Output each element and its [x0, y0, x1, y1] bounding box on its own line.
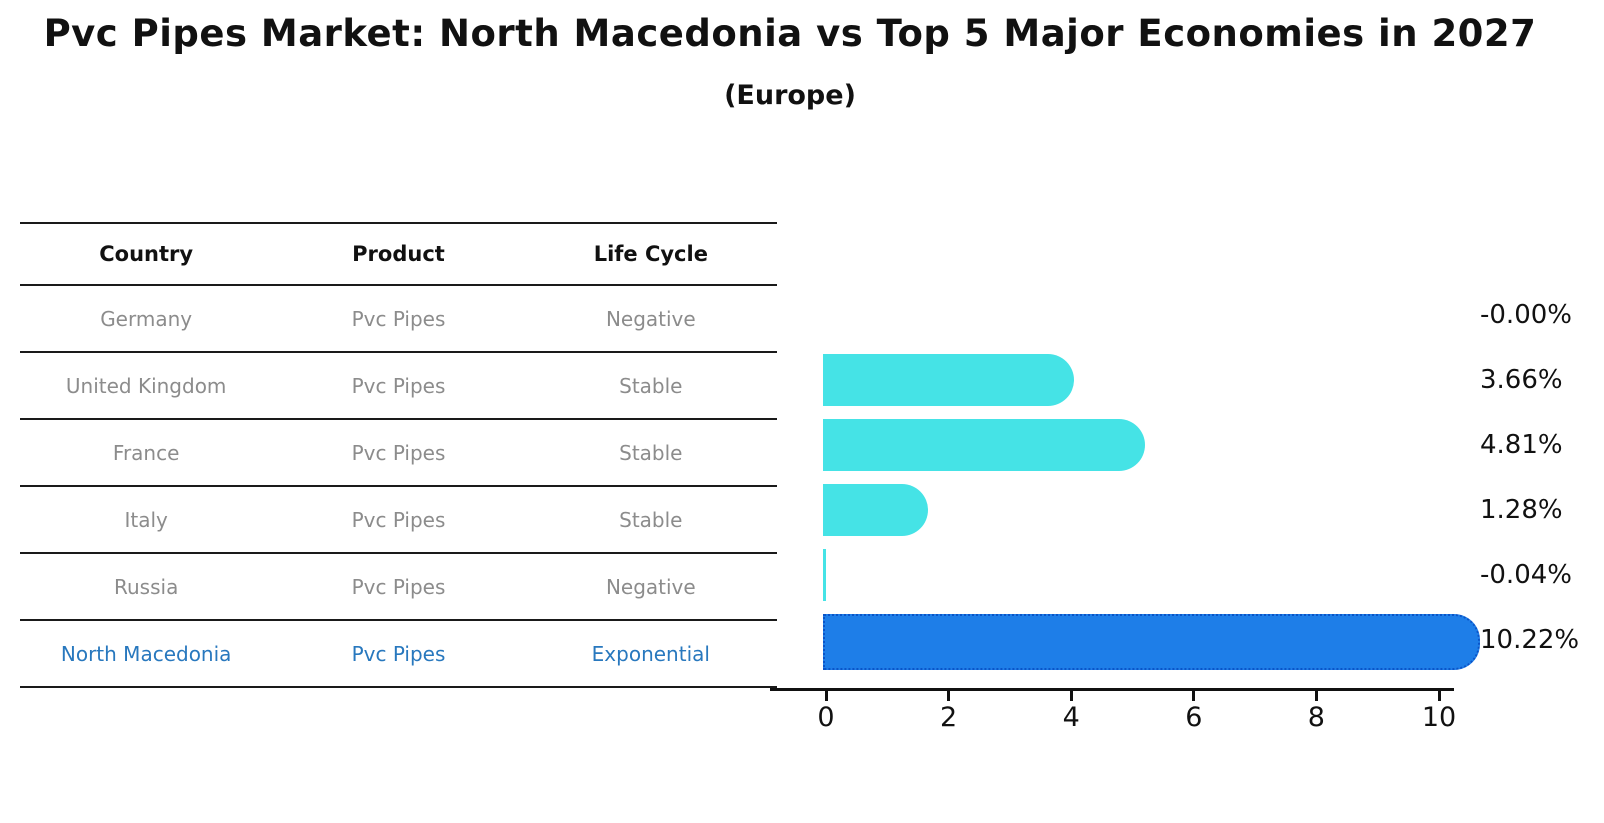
cell-product: Pvc Pipes	[351, 641, 446, 666]
column-header-life-cycle: Life Cycle	[593, 242, 708, 266]
x-axis-tick-label: 0	[817, 702, 835, 733]
column-header-product: Product	[352, 242, 445, 266]
cell-life-cycle: Stable	[619, 440, 683, 465]
comparison-table: Country Product Life Cycle Germany Pvc P…	[20, 222, 777, 688]
bar-north-macedonia	[823, 613, 1481, 670]
x-axis-tick	[1437, 691, 1441, 701]
cell-product: Pvc Pipes	[351, 440, 446, 465]
x-axis-tick-label: 4	[1062, 702, 1080, 733]
cell-country: North Macedonia	[60, 641, 232, 666]
cell-life-cycle: Negative	[605, 574, 696, 599]
x-axis-tick	[947, 691, 951, 701]
cell-country: Germany	[100, 306, 193, 331]
table-row-germany: Germany Pvc Pipes Negative	[20, 284, 777, 351]
chart-subtitle: (Europe)	[724, 80, 856, 111]
cell-country: Italy	[124, 507, 168, 532]
table-row-north-macedonia: North Macedonia Pvc Pipes Exponential	[20, 619, 777, 688]
bar-value-label-united-kingdom: 3.66%	[1480, 364, 1563, 395]
x-axis-tick	[824, 691, 828, 701]
bar-value-label-france: 4.81%	[1480, 429, 1563, 460]
cell-country: Russia	[114, 574, 179, 599]
x-axis-tick	[1314, 691, 1318, 701]
bar-value-label-italy: 1.28%	[1480, 494, 1563, 525]
cell-product: Pvc Pipes	[351, 574, 446, 599]
bar-russia	[823, 548, 826, 601]
table-row-russia: Russia Pvc Pipes Negative	[20, 552, 777, 619]
cell-product: Pvc Pipes	[351, 306, 446, 331]
table-row-united-kingdom: United Kingdom Pvc Pipes Stable	[20, 351, 777, 418]
cell-country: United Kingdom	[65, 373, 227, 398]
x-axis-tick-label: 8	[1307, 702, 1325, 733]
bar-united-kingdom	[823, 353, 1075, 406]
cell-life-cycle: Stable	[619, 507, 683, 532]
x-axis-tick	[1069, 691, 1073, 701]
x-axis-tick-label: 6	[1185, 702, 1203, 733]
x-axis-tick-label: 10	[1421, 702, 1457, 733]
chart-title: Pvc Pipes Market: North Macedonia vs Top…	[43, 12, 1537, 55]
cell-product: Pvc Pipes	[351, 507, 446, 532]
bar-italy	[823, 483, 929, 536]
bar-france	[823, 418, 1145, 471]
x-axis-line	[770, 688, 1454, 691]
table-header-row: Country Product Life Cycle	[20, 222, 777, 284]
bar-value-label-north-macedonia: 10.22%	[1480, 624, 1580, 655]
cell-life-cycle: Stable	[619, 373, 683, 398]
bar-value-label-germany: -0.00%	[1480, 299, 1572, 330]
cell-product: Pvc Pipes	[351, 373, 446, 398]
cell-country: France	[112, 440, 180, 465]
cell-life-cycle: Exponential	[591, 641, 710, 666]
table-row-italy: Italy Pvc Pipes Stable	[20, 485, 777, 552]
column-header-country: Country	[99, 242, 194, 266]
x-axis-tick	[1192, 691, 1196, 701]
cell-life-cycle: Negative	[605, 306, 696, 331]
table-row-france: France Pvc Pipes Stable	[20, 418, 777, 485]
bar-value-label-russia: -0.04%	[1480, 559, 1572, 590]
x-axis-tick-label: 2	[940, 702, 958, 733]
